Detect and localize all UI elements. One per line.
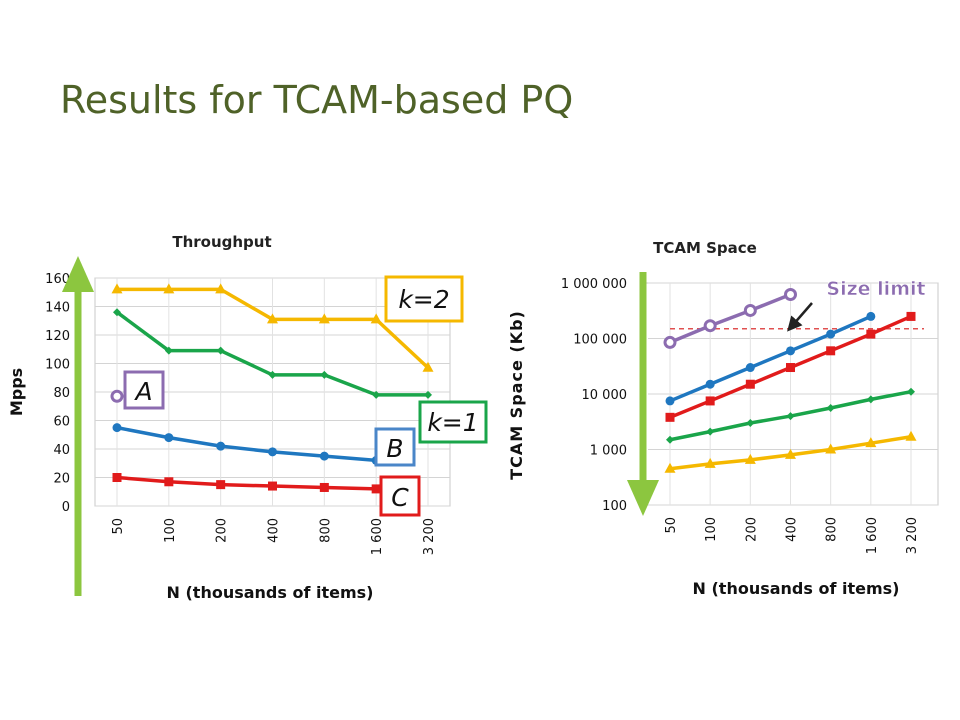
y-tick-label: 10 000 (582, 388, 628, 403)
y-tick-label: 120 (45, 329, 70, 344)
x-tick-label: 3 200 (422, 518, 437, 555)
data-point (826, 330, 835, 339)
x-tick-label: 400 (267, 518, 282, 543)
callout-b: B (376, 429, 414, 465)
x-tick-label: 100 (163, 518, 178, 543)
callout-k2: k=2 (386, 277, 462, 321)
data-point (666, 396, 675, 405)
y-tick-label: 60 (53, 415, 70, 430)
x-tick-label: 200 (744, 517, 759, 542)
data-point (113, 473, 122, 482)
data-point (113, 423, 122, 432)
x-tick-label: 400 (785, 517, 800, 542)
svg-text:k=2: k=2 (398, 285, 449, 314)
y-tick-label: 100 (45, 358, 70, 373)
y-tick-label: 40 (53, 443, 70, 458)
chart-title: Throughput (172, 233, 271, 251)
x-axis-label: N (thousands of items) (693, 579, 900, 598)
x-tick-label: 800 (318, 518, 333, 543)
data-point (745, 305, 755, 315)
y-tick-label: 80 (53, 386, 70, 401)
y-tick-label: 100 (602, 499, 627, 514)
x-tick-label: 1 600 (865, 517, 880, 554)
x-tick-labels: 50 100 200 400 800 1 600 3 200 (664, 517, 920, 554)
data-point (320, 452, 329, 461)
data-point (268, 482, 277, 491)
data-point (216, 480, 225, 489)
x-tick-label: 100 (704, 517, 719, 542)
data-point (746, 363, 755, 372)
y-tick-label: 1 000 (590, 444, 627, 459)
data-point (706, 380, 715, 389)
y-axis-label: Mpps (7, 368, 26, 416)
callout-a: A (125, 372, 163, 408)
data-point (786, 290, 796, 300)
svg-text:C: C (391, 483, 409, 512)
y-tick-labels: 100 1 000 10 000 100 000 1 000 000 (561, 277, 627, 514)
data-point (705, 321, 715, 331)
y-tick-label: 20 (53, 472, 70, 487)
x-tick-label: 200 (215, 518, 230, 543)
data-point (164, 477, 173, 486)
data-point (112, 391, 122, 401)
svg-text:Size limit: Size limit (826, 278, 925, 300)
data-point (320, 483, 329, 492)
y-axis-label: TCAM Space (Kb) (507, 310, 526, 480)
y-tick-label: 140 (45, 301, 70, 316)
x-tick-label: 3 200 (905, 517, 920, 554)
x-tick-labels: 50 100 200 400 800 1 600 3 200 (111, 518, 437, 555)
data-point (372, 484, 381, 493)
x-tick-label: 1 600 (370, 518, 385, 555)
data-point (786, 346, 795, 355)
y-tick-label: 100 000 (573, 333, 627, 348)
x-tick-label: 50 (111, 518, 126, 535)
chart-title: TCAM Space (653, 239, 757, 257)
svg-text:A: A (133, 377, 152, 406)
data-point (866, 330, 875, 339)
data-point (665, 337, 675, 347)
svg-text:B: B (386, 434, 403, 463)
callout-k1: k=1 (420, 402, 486, 442)
data-point (866, 312, 875, 321)
y-tick-label: 0 (62, 500, 70, 515)
data-point (706, 396, 715, 405)
y-tick-labels: 0 20 40 60 80 100 120 140 160 (45, 272, 70, 515)
x-tick-label: 800 (825, 517, 840, 542)
data-point (907, 312, 916, 321)
callout-c: C (381, 477, 419, 515)
series (112, 391, 122, 401)
data-point (826, 346, 835, 355)
data-point (666, 413, 675, 422)
data-point (164, 433, 173, 442)
svg-text:k=1: k=1 (427, 408, 478, 437)
x-tick-label: 50 (664, 517, 679, 534)
slide-canvas: Throughput 020406080100120140160 50 100 20… (0, 0, 960, 720)
data-point (746, 380, 755, 389)
data-point (268, 447, 277, 456)
data-point (786, 363, 795, 372)
x-axis-label: N (thousands of items) (167, 583, 374, 602)
y-tick-label: 1 000 000 (561, 277, 627, 292)
data-point (216, 442, 225, 451)
